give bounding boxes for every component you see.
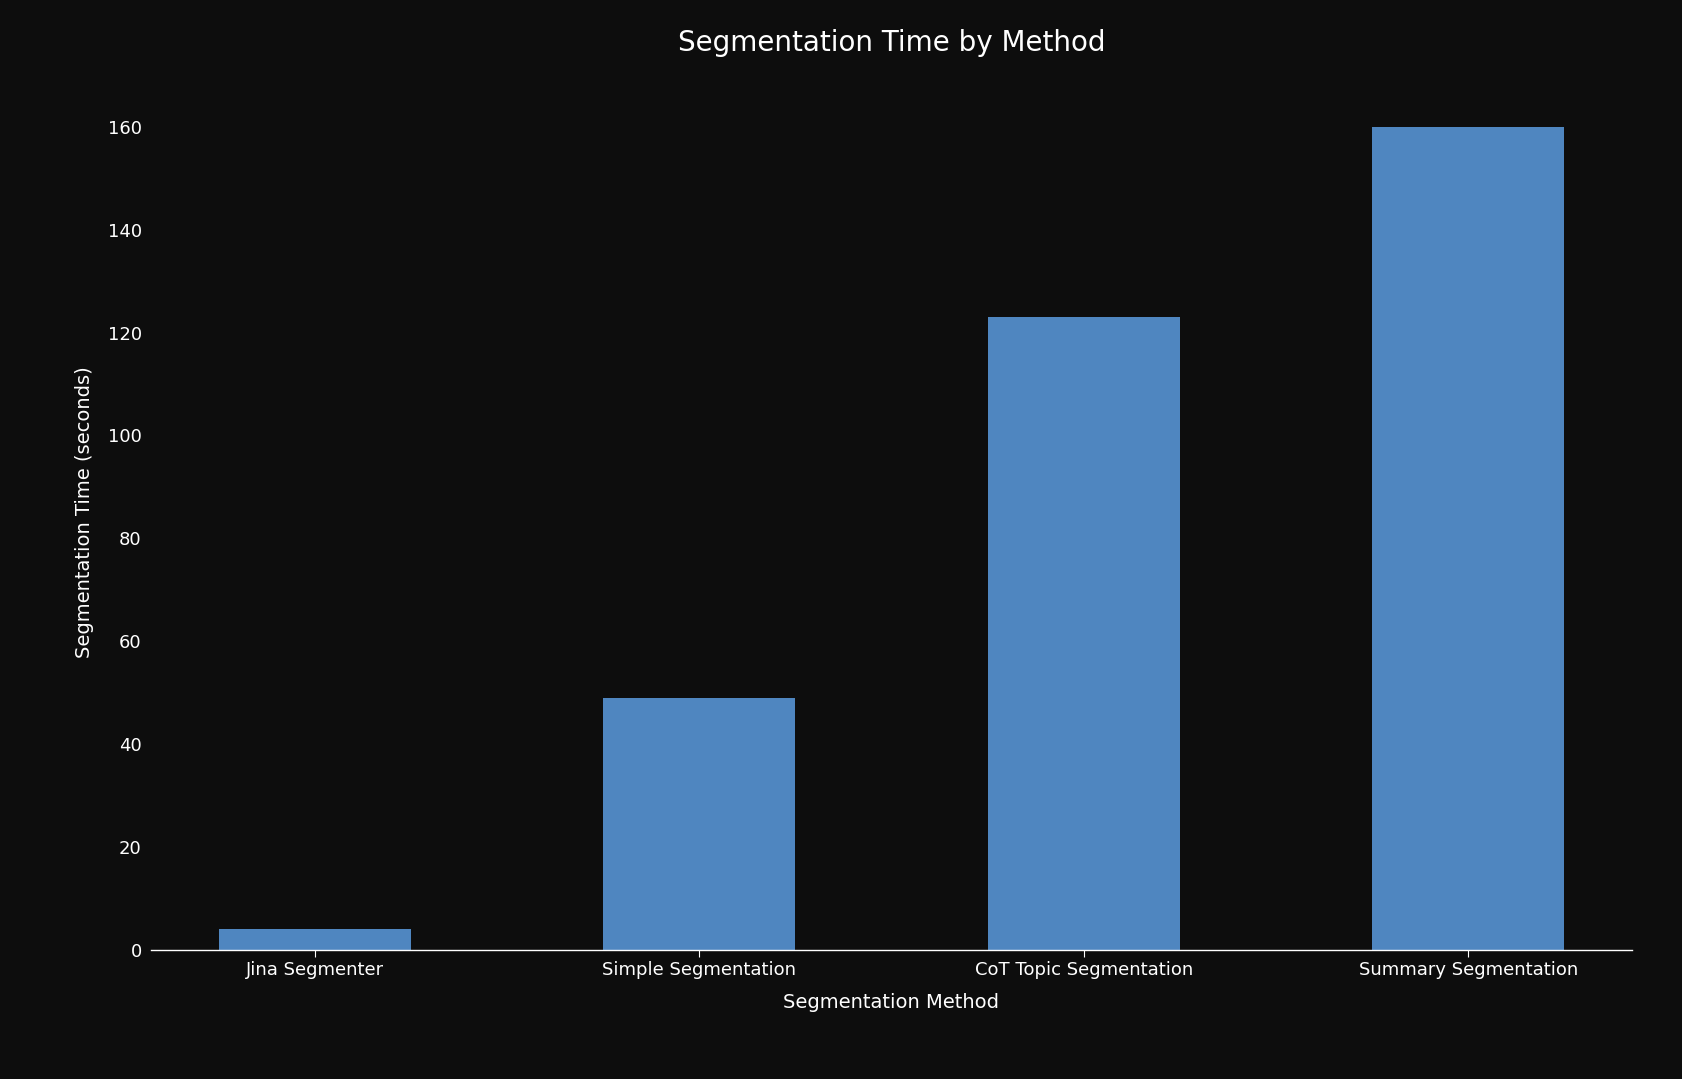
- Bar: [987, 317, 1179, 950]
- Title: Segmentation Time by Method: Segmentation Time by Method: [678, 28, 1105, 56]
- X-axis label: Segmentation Method: Segmentation Method: [784, 993, 999, 1012]
- Bar: [219, 929, 410, 950]
- Y-axis label: Segmentation Time (seconds): Segmentation Time (seconds): [74, 367, 94, 658]
- Bar: [1373, 127, 1564, 950]
- Bar: [604, 698, 796, 950]
